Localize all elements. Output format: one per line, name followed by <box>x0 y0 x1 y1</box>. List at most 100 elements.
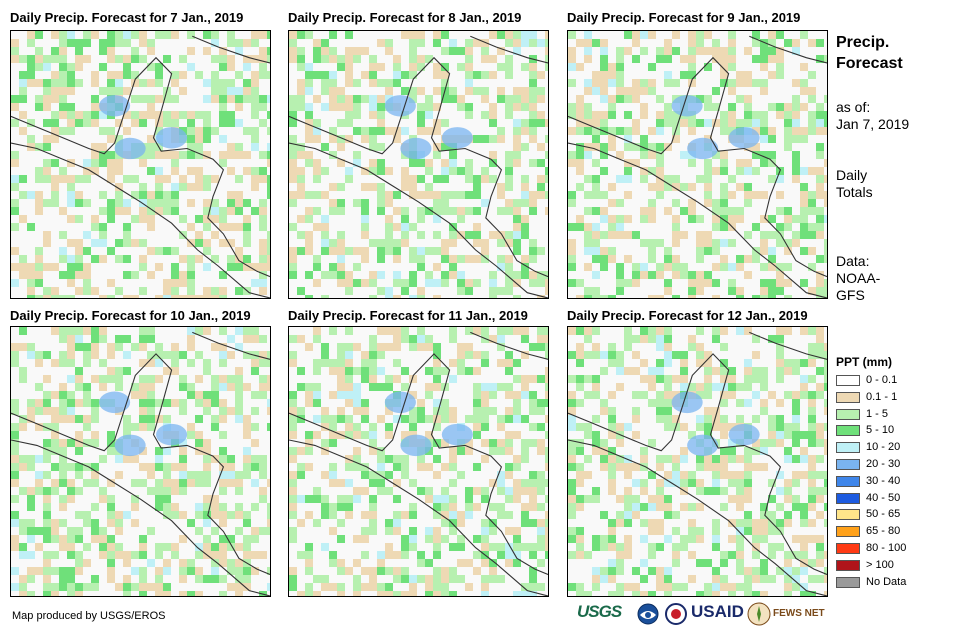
precip-cell <box>816 287 824 295</box>
precip-cell <box>576 183 584 191</box>
precip-cell <box>481 415 489 423</box>
precip-cell <box>345 359 353 367</box>
precip-cell <box>624 335 632 343</box>
precip-cell <box>425 367 433 375</box>
precip-cell <box>433 455 441 463</box>
precip-cell <box>664 591 672 596</box>
precip-cell <box>744 591 752 596</box>
precip-cell <box>640 375 648 383</box>
precip-cell <box>123 455 131 463</box>
precip-cell <box>816 471 824 479</box>
precip-map[interactable] <box>288 326 549 597</box>
precip-cell <box>513 31 521 39</box>
precip-cell <box>800 591 808 596</box>
precip-cell <box>235 375 243 383</box>
precip-cell <box>744 255 752 263</box>
precip-cell <box>377 471 385 479</box>
precip-cell <box>259 63 267 71</box>
caribbean-coastline <box>568 56 827 278</box>
precip-cell <box>369 351 377 359</box>
precip-cell <box>481 575 489 583</box>
legend-item: 1 - 5 <box>836 407 892 424</box>
precip-map[interactable] <box>288 30 549 299</box>
precip-cell <box>449 263 457 271</box>
precip-cell <box>345 247 353 255</box>
precip-cell <box>545 511 548 519</box>
precip-cell <box>425 95 433 103</box>
precip-cell <box>441 367 449 375</box>
precip-map[interactable] <box>567 30 828 299</box>
precip-cell <box>768 159 776 167</box>
precip-cell <box>67 415 75 423</box>
precip-cell <box>251 503 259 511</box>
precip-cell <box>107 479 115 487</box>
precip-cell <box>91 527 99 535</box>
precip-cell <box>616 591 624 596</box>
precip-cell <box>219 447 227 455</box>
precip-cell <box>656 143 664 151</box>
precip-cell <box>147 143 155 151</box>
precip-cell <box>171 479 179 487</box>
precip-cell <box>219 119 227 127</box>
precip-map[interactable] <box>567 326 828 597</box>
precip-cell <box>91 79 99 87</box>
precip-cell <box>83 39 91 47</box>
precip-cell <box>712 47 720 55</box>
precip-cell <box>600 295 608 298</box>
precip-cell <box>409 55 417 63</box>
precip-cell <box>768 151 776 159</box>
precip-cell <box>377 343 385 351</box>
precip-cell <box>337 135 345 143</box>
precip-cell <box>537 343 545 351</box>
precip-cell <box>648 199 656 207</box>
precip-cell <box>361 399 369 407</box>
precip-cell <box>235 71 243 79</box>
precip-cell <box>345 95 353 103</box>
precip-cell <box>123 271 131 279</box>
precip-map[interactable] <box>10 326 271 597</box>
precip-cell <box>91 399 99 407</box>
precip-cell <box>608 183 616 191</box>
precip-cell <box>568 191 576 199</box>
precip-field <box>289 327 548 596</box>
precip-cell <box>163 591 171 596</box>
precip-cell <box>313 575 321 583</box>
precip-cell <box>473 71 481 79</box>
precip-cell <box>696 175 704 183</box>
precip-cell <box>259 391 267 399</box>
precip-cell <box>91 463 99 471</box>
precip-map[interactable] <box>10 30 271 299</box>
precip-cell <box>139 55 147 63</box>
precip-cell <box>19 543 27 551</box>
precip-cell <box>664 47 672 55</box>
precip-cell <box>481 583 489 591</box>
precip-cell <box>624 503 632 511</box>
precip-cell <box>83 511 91 519</box>
precip-cell <box>417 127 425 135</box>
precip-cell <box>211 559 219 567</box>
precip-cell <box>305 231 313 239</box>
precip-cell <box>449 327 457 335</box>
precip-cell <box>267 175 270 183</box>
precip-cell <box>19 55 27 63</box>
precip-cell <box>251 407 259 415</box>
precip-cell <box>267 111 270 119</box>
precip-cell <box>616 95 624 103</box>
precip-cell <box>195 351 203 359</box>
precip-cell <box>728 287 736 295</box>
precip-cell <box>720 47 728 55</box>
precip-cell <box>529 399 537 407</box>
precip-cell <box>219 375 227 383</box>
precip-cell <box>808 207 816 215</box>
precip-cell <box>465 55 473 63</box>
precip-cell <box>529 39 537 47</box>
precip-cell <box>521 519 529 527</box>
precip-cell <box>321 231 329 239</box>
precip-cell <box>43 423 51 431</box>
precip-cell <box>688 551 696 559</box>
precip-cell <box>123 295 131 298</box>
precip-cell <box>409 247 417 255</box>
precip-cell <box>361 431 369 439</box>
precip-cell <box>800 31 808 39</box>
precip-cell <box>513 135 521 143</box>
